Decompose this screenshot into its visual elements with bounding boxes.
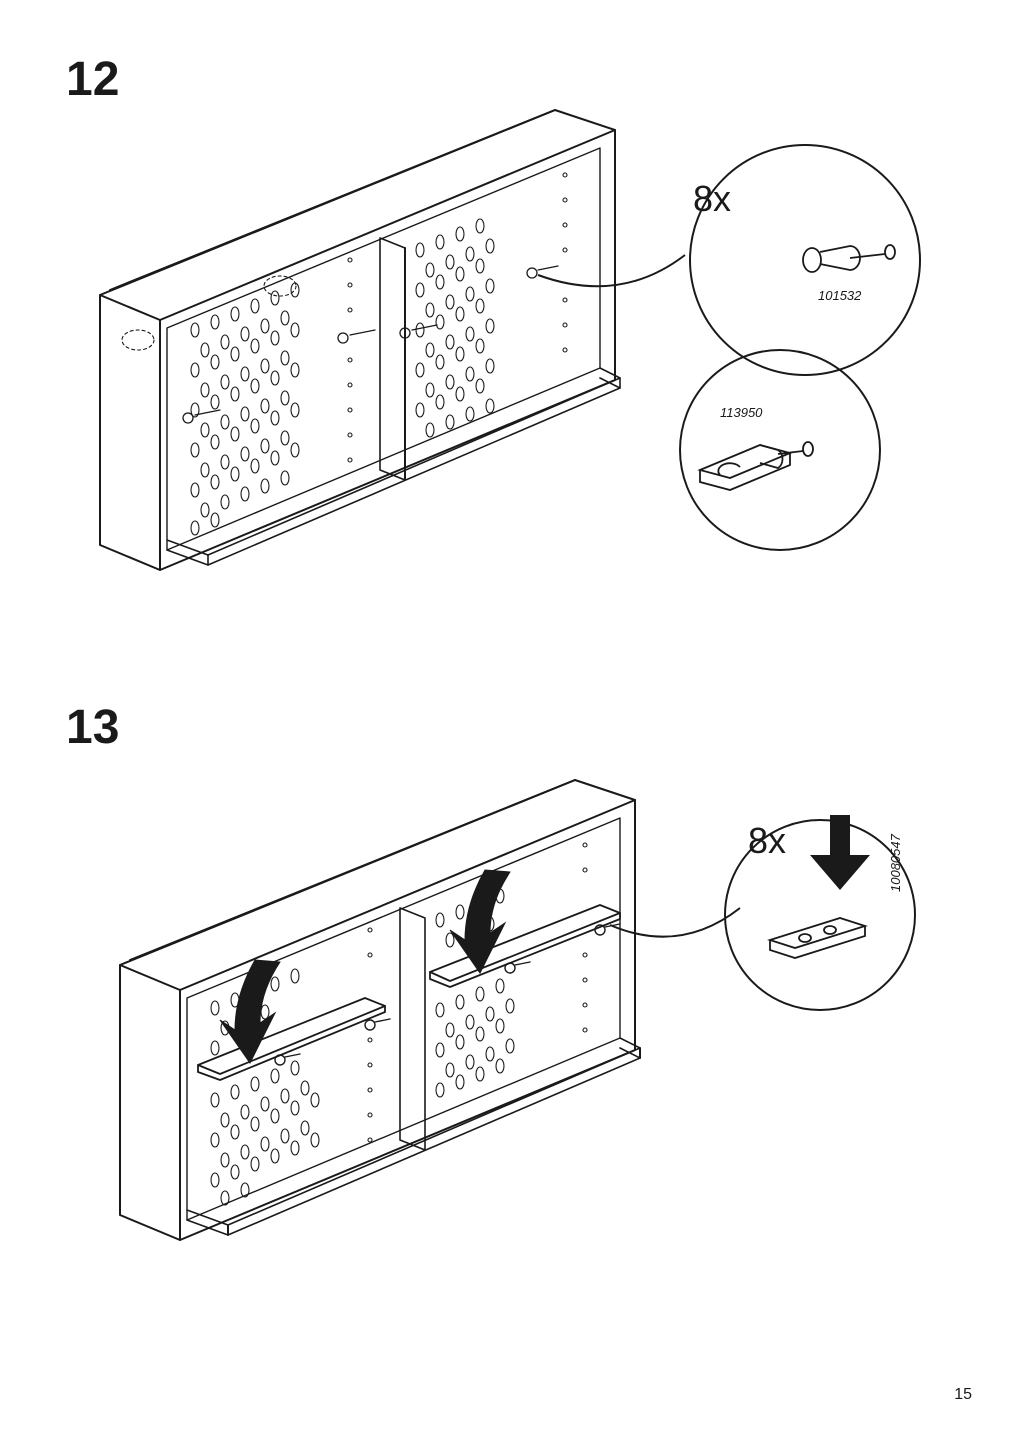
page-number: 15 xyxy=(954,1386,972,1404)
step-12-number: 12 xyxy=(66,52,119,107)
step-13-number: 13 xyxy=(66,700,119,755)
step-13-illustration xyxy=(80,760,960,1320)
page: 12 xyxy=(0,0,1012,1432)
step12-part-113950: 113950 xyxy=(720,405,762,420)
step12-callout-qty: 8x xyxy=(693,178,731,220)
step-12-illustration xyxy=(60,100,940,660)
step13-callout-qty: 8x xyxy=(748,820,786,862)
step13-part-10080547: 10080547 xyxy=(888,834,903,892)
step12-part-101532: 101532 xyxy=(818,288,861,303)
